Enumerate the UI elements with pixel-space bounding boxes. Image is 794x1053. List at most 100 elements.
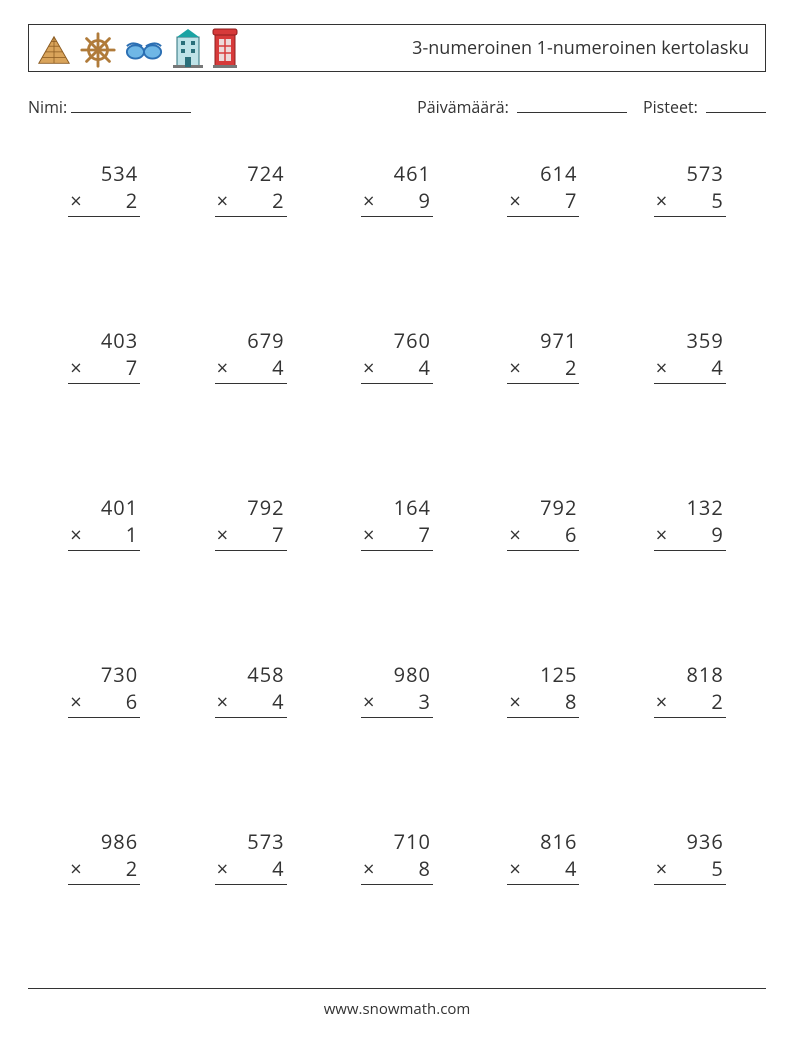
multiplier: 2 [711,688,723,715]
multiplicand: 403 [68,327,140,354]
operator: × [654,187,668,214]
multiplier: 7 [126,354,138,381]
multiplier: 5 [711,855,723,882]
multiplicand: 534 [68,160,140,187]
problem: 971×2 [475,327,611,384]
multiplicand: 679 [215,327,287,354]
multiplicand: 461 [361,160,433,187]
multiplier: 2 [565,354,577,381]
multiplicand: 730 [68,661,140,688]
operator: × [507,354,521,381]
multiplicand: 125 [507,661,579,688]
worksheet-page: 3-numeroinen 1-numeroinen kertolasku Nim… [0,0,794,1053]
multiplier-row: ×4 [215,855,287,885]
operator: × [215,688,229,715]
operator: × [68,688,82,715]
multiplicand: 986 [68,828,140,855]
problem: 724×2 [182,160,318,217]
multiplicand: 573 [654,160,726,187]
problem: 614×7 [475,160,611,217]
operator: × [215,855,229,882]
multiplier: 5 [711,187,723,214]
problem: 573×4 [182,828,318,885]
problem: 936×5 [622,828,758,885]
multiplier-row: ×5 [654,855,726,885]
multiplier-row: ×6 [507,521,579,551]
multiplier: 6 [126,688,138,715]
problem: 132×9 [622,494,758,551]
multiplier-row: ×2 [507,354,579,384]
multiplier: 3 [419,688,431,715]
problem: 760×4 [329,327,465,384]
operator: × [654,521,668,548]
multiplicand: 936 [654,828,726,855]
operator: × [361,354,375,381]
multiplicand: 980 [361,661,433,688]
multiplier: 4 [565,855,577,882]
multiplicand: 792 [507,494,579,521]
problem: 534×2 [36,160,172,217]
sunglasses-icon [123,31,165,69]
problem: 792×7 [182,494,318,551]
multiplier-row: ×2 [68,855,140,885]
multiplier-row: ×2 [215,187,287,217]
multiplicand: 710 [361,828,433,855]
multiplier: 7 [565,187,577,214]
multiplier-row: ×7 [507,187,579,217]
date-blank[interactable] [517,96,627,113]
problem: 818×2 [622,661,758,718]
worksheet-title: 3-numeroinen 1-numeroinen kertolasku [412,36,755,60]
ship-wheel-icon [79,31,117,69]
multiplier: 2 [272,187,284,214]
operator: × [654,354,668,381]
multiplier-row: ×9 [361,187,433,217]
multiplier-row: ×4 [215,688,287,718]
problem: 458×4 [182,661,318,718]
multiplier-row: ×6 [68,688,140,718]
multiplicand: 614 [507,160,579,187]
name-label: Nimi: [28,96,67,118]
problem: 461×9 [329,160,465,217]
multiplicand: 359 [654,327,726,354]
problem: 359× 4 [622,327,758,384]
problem: 679×4 [182,327,318,384]
meta-date: Päivämäärä: [417,96,627,118]
multiplier-row: ×4 [361,354,433,384]
multiplier: 4 [272,688,284,715]
multiplicand: 971 [507,327,579,354]
multiplier: 4 [272,354,284,381]
meta-name: Nimi: [28,96,191,118]
problem: 980× 3 [329,661,465,718]
name-blank[interactable] [71,96,191,113]
multiplier: 8 [565,688,577,715]
multiplicand: 792 [215,494,287,521]
multiplier: 4 [711,354,723,381]
multiplicand: 573 [215,828,287,855]
multiplier-row: ×2 [654,688,726,718]
multiplicand: 760 [361,327,433,354]
multiplicand: 458 [215,661,287,688]
problem: 573×5 [622,160,758,217]
operator: × [68,855,82,882]
multiplier-row: ×2 [68,187,140,217]
multiplier: 2 [126,855,138,882]
multiplier: 8 [419,855,431,882]
multiplier: 6 [565,521,577,548]
problem: 401×1 [36,494,172,551]
multiplier: 9 [419,187,431,214]
multiplier-row: ×5 [654,187,726,217]
problems-grid: 534×2724×2461×9614×7573×5403×7679×4760×4… [28,160,766,885]
multiplicand: 724 [215,160,287,187]
multiplier-row: ×7 [361,521,433,551]
operator: × [68,521,82,548]
multiplier: 7 [272,521,284,548]
footer-divider [28,988,766,989]
multiplier-row: ×8 [507,688,579,718]
operator: × [361,688,375,715]
problem: 730×6 [36,661,172,718]
score-blank[interactable] [706,96,766,113]
operator: × [507,688,521,715]
footer-text: www.snowmath.com [0,999,794,1019]
multiplicand: 164 [361,494,433,521]
operator: × [654,688,668,715]
